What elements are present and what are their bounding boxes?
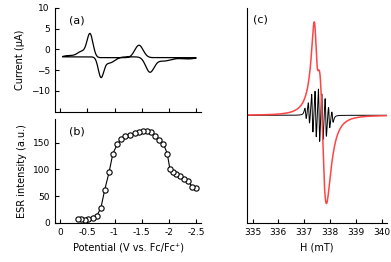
X-axis label: Potential (V vs. Fc/Fc⁺): Potential (V vs. Fc/Fc⁺) (73, 242, 184, 252)
Text: (b): (b) (70, 126, 85, 136)
X-axis label: H (mT): H (mT) (300, 242, 334, 252)
Y-axis label: ESR intensity (a.u.): ESR intensity (a.u.) (17, 124, 27, 218)
Text: (c): (c) (253, 14, 268, 24)
Y-axis label: Current (μA): Current (μA) (15, 30, 25, 90)
Text: (a): (a) (70, 15, 85, 25)
